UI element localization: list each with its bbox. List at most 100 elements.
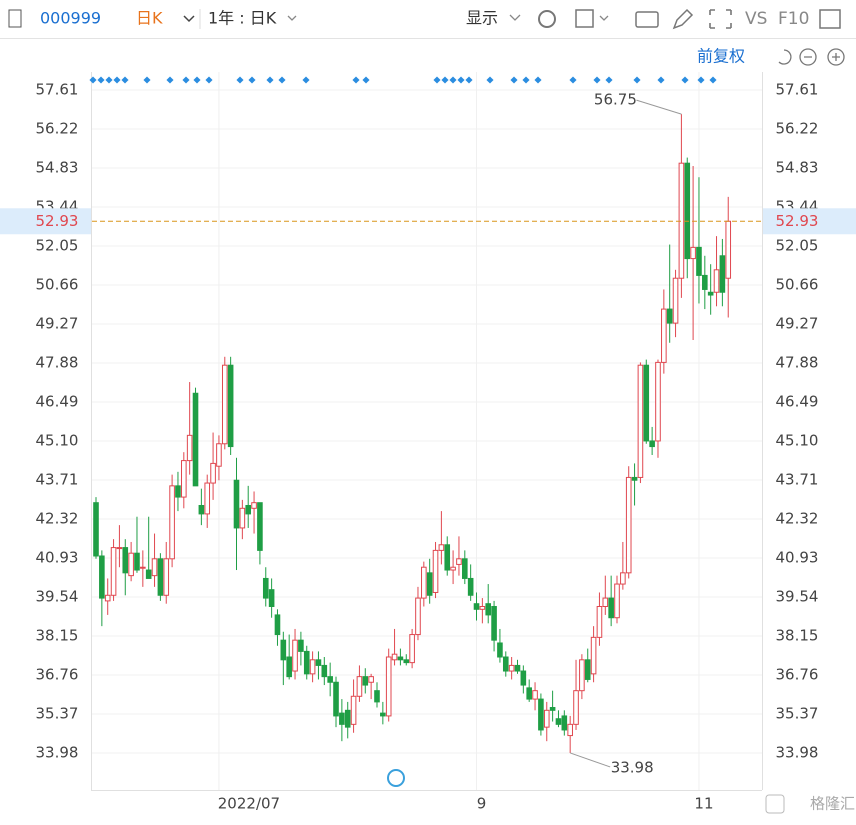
candle-body [538, 698, 544, 731]
candle-body [491, 606, 497, 641]
event-marker [605, 76, 613, 84]
range[interactable]: 1年 : 日K [208, 9, 277, 28]
dropdown-icon[interactable] [183, 15, 195, 23]
candle-body [239, 507, 246, 529]
candle-body [584, 659, 591, 680]
event-marker [457, 76, 465, 84]
price-tag-bg [763, 208, 856, 235]
candle-body [163, 558, 170, 596]
event-marker [205, 76, 213, 84]
watermark: 格隆汇 [810, 795, 855, 813]
f10-button[interactable]: F10 [778, 9, 809, 29]
zoom-in-icon[interactable] [827, 48, 845, 66]
candle-body [350, 695, 357, 725]
square-icon[interactable] [575, 9, 594, 28]
y-tick-label: 56.22 [36, 119, 79, 137]
candle-body [339, 712, 345, 725]
candle-body [725, 220, 732, 279]
fullscreen-icon[interactable] [709, 9, 732, 29]
candle-body [186, 434, 193, 462]
candle-body [479, 606, 486, 610]
candle-body [397, 656, 404, 661]
event-marker [657, 76, 665, 84]
candle-body [415, 597, 421, 636]
candle-body [116, 547, 123, 550]
y-tick-label: 54.83 [36, 158, 79, 176]
candle-body [274, 614, 281, 636]
camera-icon[interactable] [635, 11, 659, 28]
x-tick-label: 9 [477, 795, 487, 813]
y-tick-label: 40.93 [776, 548, 819, 566]
candle-body [321, 664, 328, 678]
max-leader [636, 99, 682, 115]
candle-body [268, 589, 275, 608]
candle-body [409, 634, 415, 664]
candle-body [298, 639, 304, 652]
display-menu[interactable]: 显示 [466, 9, 498, 28]
candle-body [251, 502, 257, 509]
candle-body [678, 162, 685, 279]
y-tick-label: 33.98 [776, 743, 819, 761]
panel-icon[interactable] [819, 9, 841, 29]
period[interactable]: 日K [136, 9, 163, 28]
candle-body [391, 653, 398, 661]
event-marker [697, 76, 705, 84]
event-marker [465, 76, 473, 84]
vs-button[interactable]: VS [745, 9, 767, 29]
candle-body [303, 650, 310, 675]
candle-body [216, 443, 222, 467]
y-tick-label: 36.76 [776, 665, 819, 683]
candle-body [661, 308, 667, 363]
y-tick-label: 57.61 [776, 80, 819, 98]
y-tick-label: 38.15 [776, 626, 819, 644]
dropdown-icon[interactable] [599, 15, 609, 21]
candle-body [192, 392, 199, 487]
draw-icon[interactable] [672, 8, 694, 30]
candle-body [140, 566, 146, 569]
candle-body [579, 659, 585, 692]
candle-body [672, 277, 679, 324]
candle-body [181, 460, 187, 498]
settings-icon[interactable] [538, 10, 556, 28]
candle-body [713, 269, 720, 293]
price-tag-bg [0, 208, 91, 235]
event-marker [121, 76, 129, 84]
event-marker [362, 76, 370, 84]
candle-body [485, 603, 492, 616]
candle-body [631, 476, 638, 481]
event-marker [486, 76, 494, 84]
candle-body [502, 656, 509, 672]
candle-body [444, 544, 451, 571]
candle-body [257, 502, 263, 551]
stock-code[interactable]: 000999 [40, 9, 101, 28]
candle-body [110, 547, 117, 596]
event-marker [248, 76, 256, 84]
sidebar-icon[interactable] [8, 9, 22, 28]
candle-body [432, 549, 439, 593]
candle-body [637, 364, 644, 478]
y-tick-label: 43.71 [36, 470, 79, 488]
candle-body [327, 676, 333, 683]
event-marker [681, 76, 689, 84]
adjust-mode[interactable]: 前复权 [697, 47, 745, 66]
zoom-out-icon[interactable] [799, 48, 817, 66]
y-tick-label: 49.27 [36, 314, 79, 332]
candle-body [344, 709, 351, 728]
dropdown-icon[interactable] [509, 14, 521, 21]
candle-body [333, 681, 339, 717]
candle-body [702, 274, 708, 290]
candle-body [280, 639, 287, 661]
candle-body [666, 308, 673, 324]
candle-body [262, 577, 269, 599]
event-marker [510, 76, 518, 84]
event-marker [113, 76, 121, 84]
zoom-icons[interactable] [778, 49, 840, 65]
event-marker [593, 76, 601, 84]
y-tick-label: 47.88 [776, 353, 819, 371]
dropdown-icon[interactable] [287, 15, 297, 21]
event-icon[interactable] [387, 769, 405, 787]
y-tick-label: 50.66 [776, 275, 819, 293]
candle-body [561, 715, 568, 731]
y-tick-label: 54.83 [776, 158, 819, 176]
